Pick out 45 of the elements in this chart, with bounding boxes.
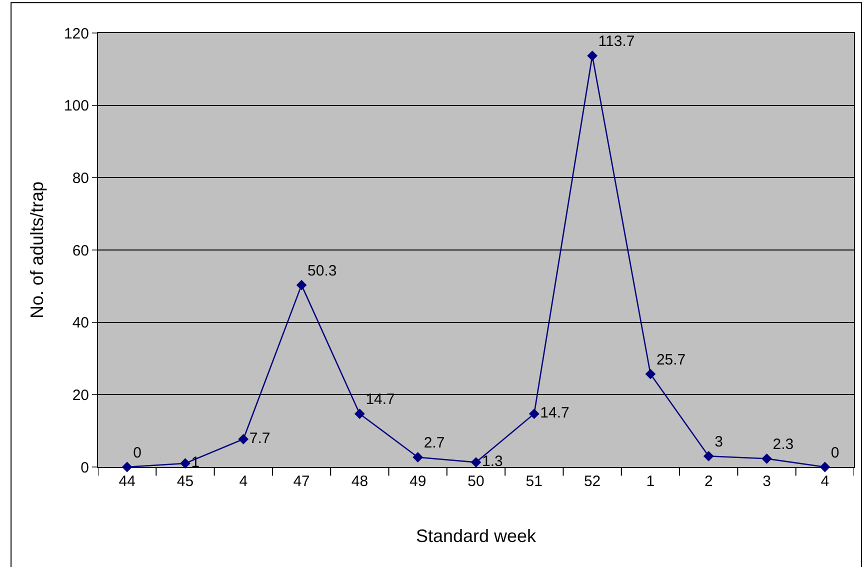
data-label: 14.7 bbox=[540, 404, 570, 422]
point bbox=[412, 452, 424, 462]
x-tick-label: 45 bbox=[176, 473, 194, 490]
point bbox=[528, 408, 540, 420]
x-tick-label: 51 bbox=[526, 473, 542, 490]
data-label: 0 bbox=[830, 444, 840, 462]
y-tick-label: 20 bbox=[72, 386, 89, 404]
point bbox=[470, 457, 482, 468]
x-tick-label: 48 bbox=[351, 473, 368, 490]
point bbox=[180, 458, 190, 469]
point bbox=[762, 453, 772, 464]
x-tick-label: 52 bbox=[584, 473, 601, 490]
x-tick-label: 50 bbox=[468, 473, 484, 490]
point bbox=[645, 368, 656, 380]
point bbox=[587, 50, 598, 61]
y-tick-label: 60 bbox=[72, 242, 89, 260]
data-label: 25.7 bbox=[656, 351, 686, 368]
point bbox=[238, 434, 249, 444]
data-label: 2.7 bbox=[424, 434, 445, 452]
x-tick-label: 47 bbox=[293, 473, 310, 490]
y-axis-title: No. of adults/trap bbox=[27, 181, 48, 319]
point bbox=[296, 280, 307, 290]
point bbox=[703, 450, 714, 462]
x-tick-label: 49 bbox=[410, 473, 426, 490]
point bbox=[354, 408, 365, 420]
y-tick-label: 100 bbox=[64, 98, 89, 115]
data-label: 50.3 bbox=[308, 262, 337, 280]
y-tick-label: 120 bbox=[64, 25, 89, 42]
data-label: 7.7 bbox=[249, 430, 270, 447]
y-tick-label: 80 bbox=[72, 170, 89, 187]
data-label: 113.7 bbox=[598, 33, 635, 50]
x-tick-label: 4 bbox=[239, 473, 248, 490]
data-label: 1.3 bbox=[482, 453, 503, 470]
data-label: 1 bbox=[191, 454, 200, 472]
y-tick-label: 40 bbox=[72, 314, 89, 332]
data-label: 3 bbox=[714, 433, 723, 450]
x-axis-title: Standard week bbox=[416, 526, 538, 546]
x-tick-label: 4 bbox=[820, 473, 830, 490]
y-tick-label: 0 bbox=[80, 459, 89, 476]
x-tick-label: 2 bbox=[704, 473, 713, 490]
x-tick-label: 3 bbox=[762, 473, 771, 490]
data-label: 2.3 bbox=[772, 436, 794, 453]
x-tick-label: 1 bbox=[646, 473, 655, 490]
data-label: 0 bbox=[133, 444, 142, 462]
x-tick-label: 44 bbox=[118, 473, 136, 490]
